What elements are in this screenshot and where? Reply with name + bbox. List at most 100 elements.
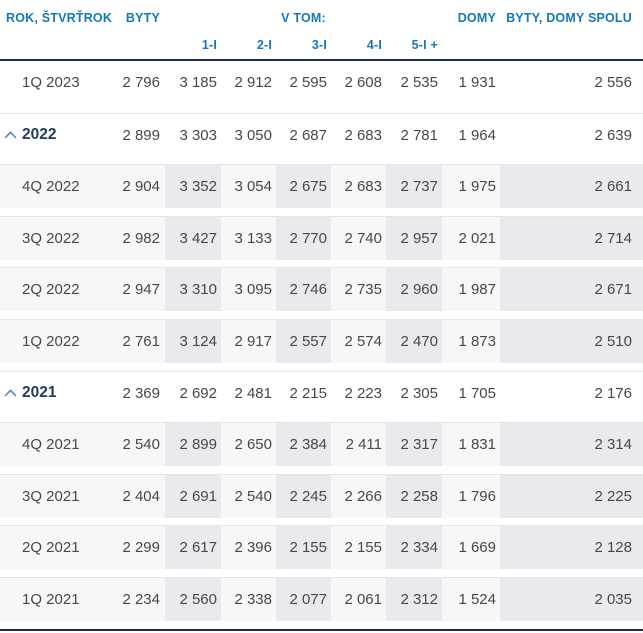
value-cell-2i: 2 396: [221, 526, 276, 570]
value-cell-2i: 2 540: [221, 474, 276, 518]
value-cell-2i: 3 133: [221, 216, 276, 260]
value-cell-2i: 3 095: [221, 268, 276, 312]
value-cell-5i-plus: 2 781: [400, 126, 438, 144]
value-cell-5i-plus: 2 535: [400, 74, 438, 91]
value-cell-3i: 2 384: [276, 423, 331, 467]
value-cell-3i: 2 687: [289, 126, 327, 144]
value-cell-spolu: 2 671: [500, 268, 643, 312]
value-cell-byty: 2 904: [95, 165, 165, 209]
row-label: 3Q 2021: [0, 474, 95, 518]
value-cell-5i-plus: 2 317: [386, 423, 442, 467]
subcol-header-3i: 3-I: [311, 37, 327, 52]
value-cell-5i-plus: 2 957: [386, 216, 442, 260]
value-cell-4i: 2 061: [331, 577, 386, 621]
value-cell-byty: 2 899: [122, 126, 160, 144]
value-cell-5i-plus: 2 960: [386, 268, 442, 312]
value-cell-3i: 2 557: [276, 319, 331, 363]
collapse-chevron-up-icon[interactable]: [4, 131, 17, 140]
value-cell-2i: 3 050: [234, 126, 272, 144]
value-cell-5i-plus: 2 334: [386, 526, 442, 570]
value-cell-domy: 1 975: [442, 165, 500, 209]
value-cell-3i: 2 595: [289, 74, 327, 91]
value-cell-4i: 2 608: [344, 74, 382, 91]
row-label: 3Q 2022: [0, 216, 95, 260]
value-cell-spolu: 2 714: [500, 216, 643, 260]
value-cell-1i: 2 899: [165, 423, 221, 467]
year-row: 2022 2 899 3 303 3 050 2 687 2 683 2 781 1 964 2…: [0, 112, 643, 165]
value-cell-4i: 2 574: [331, 319, 386, 363]
value-cell-4i: 2 683: [344, 126, 382, 144]
value-cell-domy: 1 831: [442, 423, 500, 467]
value-cell-spolu: 2 639: [594, 126, 632, 144]
value-cell-3i: 2 245: [276, 474, 331, 518]
value-cell-5i-plus: 2 312: [386, 577, 442, 621]
value-cell-1i: 3 352: [165, 165, 221, 209]
value-cell-3i: 2 675: [276, 165, 331, 209]
value-cell-spolu: 2 035: [500, 577, 643, 621]
value-cell-5i-plus: 2 470: [386, 319, 442, 363]
value-cell-2i: 2 917: [221, 319, 276, 363]
quarter-row: 3Q 2022 2 982 3 427 3 133 2 770 2 740 2 957 2 0…: [0, 215, 643, 268]
row-label[interactable]: 2022: [0, 114, 95, 157]
subcol-header-2i: 2-I: [256, 37, 272, 52]
col-header-rok-stvrtrok: ROK, ŠTVRŤROK: [6, 11, 113, 25]
value-cell-spolu: 2 314: [500, 423, 643, 467]
value-cell-5i-plus: 2 258: [386, 474, 442, 518]
value-cell-spolu: 2 225: [500, 474, 643, 518]
subcol-header-4i: 4-I: [366, 37, 382, 52]
quarter-row: 4Q 2022 2 904 3 352 3 054 2 675 2 683 2 737 1 9…: [0, 164, 643, 216]
row-label: 1Q 2022: [0, 319, 95, 363]
value-cell-3i: 2 746: [276, 268, 331, 312]
row-label: 2Q 2022: [0, 268, 95, 312]
value-cell-4i: 2 223: [344, 384, 382, 402]
collapse-chevron-up-icon[interactable]: [4, 389, 17, 398]
quarter-row: 4Q 2021 2 540 2 899 2 650 2 384 2 411 2 317 1 8…: [0, 422, 643, 474]
value-cell-4i: 2 735: [331, 268, 386, 312]
value-cell-spolu: 2 128: [500, 526, 643, 570]
value-cell-domy: 1 964: [458, 126, 496, 144]
value-cell-2i: 2 481: [234, 384, 272, 402]
value-cell-2i: 3 054: [221, 165, 276, 209]
value-cell-domy: 1 705: [458, 384, 496, 402]
subcol-header-1i: 1-I: [201, 37, 217, 52]
value-cell-spolu: 2 556: [594, 74, 632, 91]
value-cell-byty: 2 369: [122, 384, 160, 402]
value-cell-5i-plus: 2 737: [386, 165, 442, 209]
quarter-row: 1Q 2021 2 234 2 560 2 338 2 077 2 061 2 312 1 5…: [0, 576, 643, 629]
value-cell-byty: 2 404: [95, 474, 165, 518]
subcol-header-5i-plus: 5-I +: [411, 37, 438, 52]
row-label: 1Q 2021: [0, 577, 95, 621]
quarter-row: 2Q 2022 2 947 3 310 3 095 2 746 2 735 2 960 1 9…: [0, 267, 643, 319]
quarter-row: 3Q 2021 2 404 2 691 2 540 2 245 2 266 2 258 1 7…: [0, 473, 643, 526]
row-label: 4Q 2022: [0, 165, 95, 209]
year-row: 2021 2 369 2 692 2 481 2 215 2 223 2 305 1 705 2…: [0, 370, 643, 423]
value-cell-1i: 2 692: [179, 384, 217, 402]
col-header-domy: DOMY: [457, 11, 496, 25]
value-cell-byty: 2 982: [95, 216, 165, 260]
row-label: 1Q 2023: [22, 74, 80, 91]
row-label[interactable]: 2021: [0, 372, 95, 415]
value-cell-1i: 3 124: [165, 319, 221, 363]
value-cell-byty: 2 947: [95, 268, 165, 312]
value-cell-4i: 2 411: [331, 423, 386, 467]
value-cell-byty: 2 299: [95, 526, 165, 570]
row-label: 4Q 2021: [0, 423, 95, 467]
value-cell-3i: 2 770: [276, 216, 331, 260]
quarter-row: 1Q 2022 2 761 3 124 2 917 2 557 2 574 2 470 1 8…: [0, 318, 643, 371]
value-cell-spolu: 2 510: [500, 319, 643, 363]
value-cell-domy: 2 021: [442, 216, 500, 260]
value-cell-3i: 2 077: [276, 577, 331, 621]
value-cell-spolu: 2 176: [594, 384, 632, 402]
value-cell-4i: 2 683: [331, 165, 386, 209]
value-cell-byty: 2 761: [95, 319, 165, 363]
value-cell-3i: 2 215: [289, 384, 327, 402]
value-cell-5i-plus: 2 305: [400, 384, 438, 402]
value-cell-domy: 1 873: [442, 319, 500, 363]
value-cell-byty: 2 234: [95, 577, 165, 621]
table-header: ROK, ŠTVRŤROK BYTY V TOM: DOMY BYTY, DOM…: [0, 0, 643, 61]
header-row-main: ROK, ŠTVRŤROK BYTY V TOM: DOMY BYTY, DOM…: [0, 6, 643, 30]
header-row-sub: 1-I 2-I 3-I 4-I 5-I +: [0, 30, 643, 59]
table-body: 1Q 2023 2 796 3 185 2 912 2 595 2 608 2 535 1 9…: [0, 61, 643, 631]
value-cell-4i: 2 740: [331, 216, 386, 260]
value-cell-domy: 1 931: [458, 74, 496, 91]
